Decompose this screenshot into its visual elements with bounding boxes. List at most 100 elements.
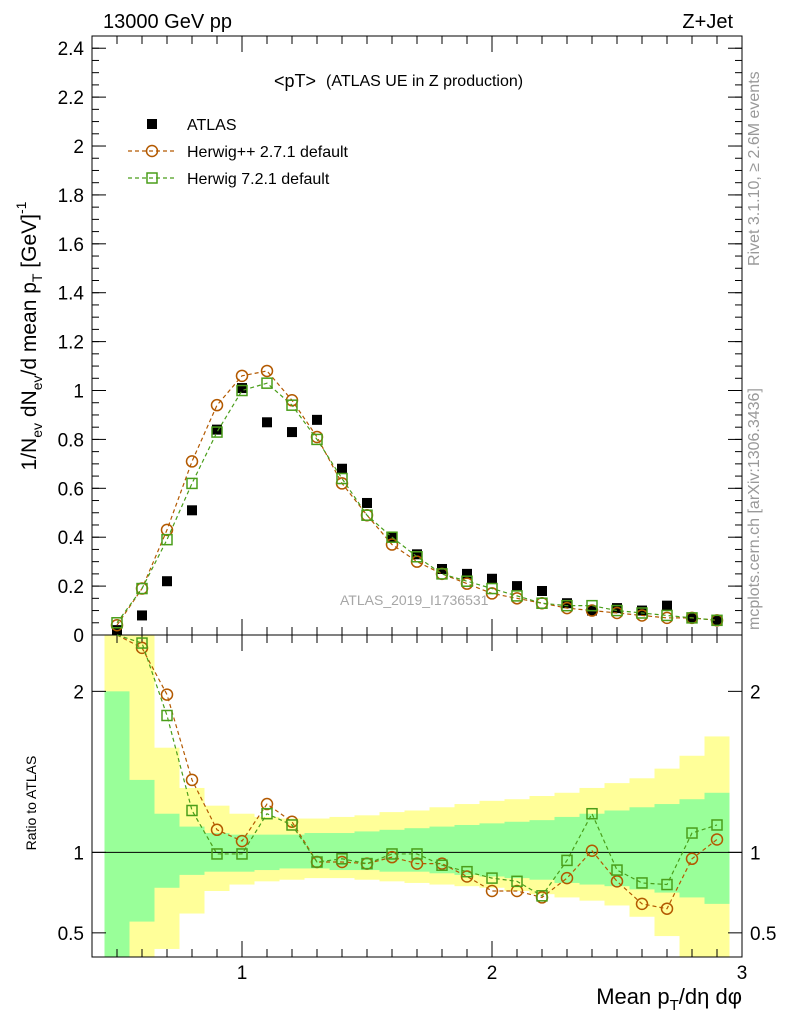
ratio-point-series-1 [636, 877, 648, 889]
ratio-point-series-1 [536, 890, 548, 902]
main-point-series-0 [237, 383, 247, 394]
band-inner-bin [179, 826, 205, 875]
data-series [110, 119, 724, 915]
ratio-point-series-1 [411, 848, 423, 860]
ratio-point-series-1 [511, 875, 523, 888]
ratio-series-line-1 [116, 634, 718, 897]
ratio-point-series-0 [210, 823, 224, 837]
ratio-series-line-0 [116, 634, 718, 910]
legend-label: Herwig 7.2.1 default [187, 171, 330, 188]
ratio-point-series-1 [486, 872, 498, 884]
band-inner-bin [579, 813, 605, 885]
ratio-xtick-label: 1 [237, 963, 248, 984]
band-inner-bin [654, 804, 680, 893]
ratio-ylabel: Ratio to ATLAS [23, 756, 39, 851]
ratio-ytick-label-right: 1 [750, 843, 761, 864]
ratio-point-series-1 [686, 827, 698, 839]
main-point-series-0 [212, 424, 222, 435]
ratio-uncertainty-bands [104, 635, 730, 957]
main-point-series-2 [686, 612, 698, 624]
ratio-point-series-1 [186, 804, 198, 817]
ratio-point-series-1 [336, 853, 348, 865]
main-point-series-2 [711, 614, 723, 627]
main-ytick-label: 0.8 [58, 430, 84, 451]
ratio-point-series-1 [286, 819, 298, 831]
ratio-ytick-label: 2 [73, 682, 84, 703]
main-point-series-2 [411, 551, 423, 563]
mcplots-label: mcplots.cern.ch [arXiv:1306.3436] [746, 388, 763, 630]
main-point-series-2 [161, 533, 173, 546]
main-point-series-0 [487, 573, 497, 584]
band-inner-bin [304, 833, 330, 869]
main-ytick-label: 2.4 [58, 39, 85, 60]
main-point-series-2 [186, 477, 198, 490]
main-point-series-2 [136, 582, 148, 595]
main-ytick-label: 0.6 [58, 479, 84, 500]
main-point-series-0 [662, 600, 672, 611]
main-point-series-2 [361, 509, 373, 521]
title-sub: (ATLAS UE in Z production) [326, 73, 523, 90]
ratio-point-series-1 [261, 807, 273, 820]
ratio-ytick-label: 0.5 [58, 924, 84, 945]
main-point-series-1 [260, 364, 274, 378]
ratio-xtick-label: 2 [487, 963, 498, 984]
ratio-point-series-0 [710, 833, 724, 846]
ratio-ytick-label-right: 0.5 [750, 924, 776, 945]
main-ytick-label: 0 [73, 626, 84, 647]
ratio-point-series-0 [160, 688, 174, 701]
main-point-series-1 [210, 398, 224, 412]
main-ytick-label: 0.2 [58, 577, 84, 598]
main-point-series-0 [262, 417, 272, 428]
ratio-point-series-1 [586, 807, 598, 820]
rivet-label: Rivet 3.1.10, ≥ 2.6M events [746, 71, 763, 266]
main-point-series-2 [386, 531, 398, 543]
main-point-series-0 [187, 505, 197, 516]
main-ytick-label: 1.6 [58, 235, 84, 256]
main-point-series-1 [185, 455, 199, 468]
ratio-point-series-1 [161, 709, 173, 722]
main-point-series-2 [636, 607, 648, 619]
band-inner-bin [504, 821, 530, 879]
ratio-point-series-0 [185, 773, 199, 787]
ratio-point-series-1 [436, 859, 448, 871]
main-point-series-2 [436, 568, 448, 580]
ratio-point-series-0 [485, 884, 499, 898]
legend-marker-1 [145, 144, 159, 158]
header-left: 13000 GeV pp [103, 11, 232, 33]
main-point-series-2 [236, 384, 248, 397]
band-inner-bin [404, 828, 430, 872]
ratio-point-series-0 [560, 871, 574, 885]
main-point-series-2 [261, 377, 273, 389]
band-inner-bin [479, 823, 505, 877]
legend-marker-2 [146, 172, 158, 184]
main-point-series-0 [412, 549, 422, 560]
main-point-series-2 [661, 609, 673, 622]
ratio-ytick-label: 1 [73, 843, 84, 864]
band-inner-bin [679, 799, 705, 898]
main-point-series-2 [211, 426, 223, 438]
main-point-series-1 [310, 430, 324, 444]
main-point-series-0 [287, 427, 297, 438]
legend-label: ATLAS [187, 117, 237, 134]
main-point-series-2 [111, 617, 123, 629]
ratio-point-series-1 [561, 854, 573, 867]
watermark: ATLAS_2019_I1736531 [340, 592, 489, 608]
main-ylabel: 1/Nev dNev/d mean pT [GeV]-1 [13, 201, 45, 470]
ratio-point-series-1 [236, 848, 248, 860]
main-point-series-0 [462, 568, 472, 579]
main-ytick-label: 2.2 [58, 88, 84, 109]
main-ytick-label: 0.4 [58, 528, 85, 549]
main-ytick-label: 1 [73, 382, 84, 403]
ratio-point-series-0 [510, 884, 524, 898]
ratio-point-series-1 [311, 856, 323, 868]
main-point-series-0 [537, 585, 547, 596]
main-point-series-2 [311, 433, 323, 446]
main-point-series-0 [312, 414, 322, 425]
band-inner-bin [604, 810, 630, 887]
main-point-series-0 [337, 463, 347, 474]
ratio-point-series-1 [386, 848, 398, 860]
band-inner-bin [429, 826, 455, 874]
band-inner-bin [704, 792, 730, 904]
band-inner-bin [629, 807, 655, 890]
main-point-series-0 [362, 497, 372, 508]
